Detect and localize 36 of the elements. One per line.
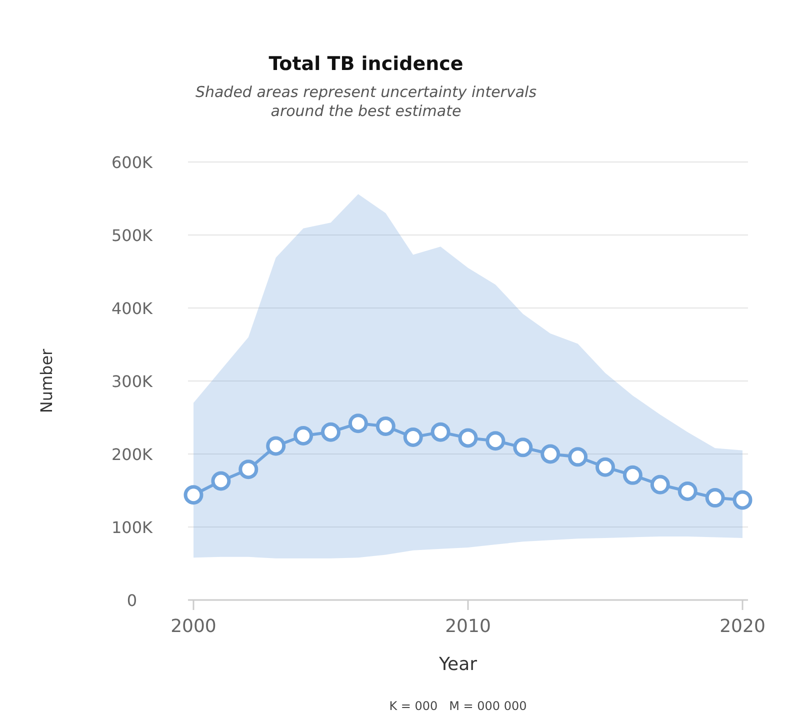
point bbox=[348, 414, 368, 434]
y-tick-label: 100K bbox=[111, 518, 154, 537]
x-tick-label: 2020 bbox=[720, 616, 766, 637]
point bbox=[486, 431, 506, 451]
y-tick-label: 200K bbox=[111, 445, 154, 464]
point bbox=[568, 447, 588, 467]
y-tick-label: 600K bbox=[111, 153, 154, 172]
point bbox=[320, 422, 340, 442]
point bbox=[184, 485, 204, 505]
point bbox=[732, 490, 752, 510]
point bbox=[513, 438, 533, 458]
text: K = 000 M = 000 000 bbox=[389, 699, 527, 713]
point bbox=[211, 471, 231, 491]
point bbox=[622, 465, 642, 485]
point bbox=[540, 444, 560, 464]
y-tick-label: 400K bbox=[111, 299, 154, 318]
point bbox=[430, 422, 450, 442]
point bbox=[596, 457, 616, 477]
chart-title: Total TB incidence bbox=[268, 53, 464, 75]
point bbox=[650, 474, 670, 494]
chart-subtitle: Shaded areas represent uncertainty intervals around the best estimate bbox=[195, 83, 537, 120]
point bbox=[376, 416, 396, 436]
point bbox=[266, 436, 286, 456]
y-tick-label: 300K bbox=[111, 372, 154, 391]
x-tick-label: 2000 bbox=[170, 616, 216, 637]
y-axis-title: Number bbox=[37, 348, 56, 414]
x-tick-label: 2010 bbox=[445, 616, 491, 637]
point bbox=[403, 427, 423, 447]
point bbox=[678, 481, 698, 501]
y-tick-label: 0 bbox=[126, 591, 138, 610]
y-tick-label: 500K bbox=[111, 226, 154, 245]
point bbox=[294, 426, 314, 446]
x-axis-title: Year bbox=[438, 654, 478, 675]
point bbox=[458, 428, 478, 448]
point bbox=[705, 488, 725, 508]
point bbox=[238, 460, 258, 480]
